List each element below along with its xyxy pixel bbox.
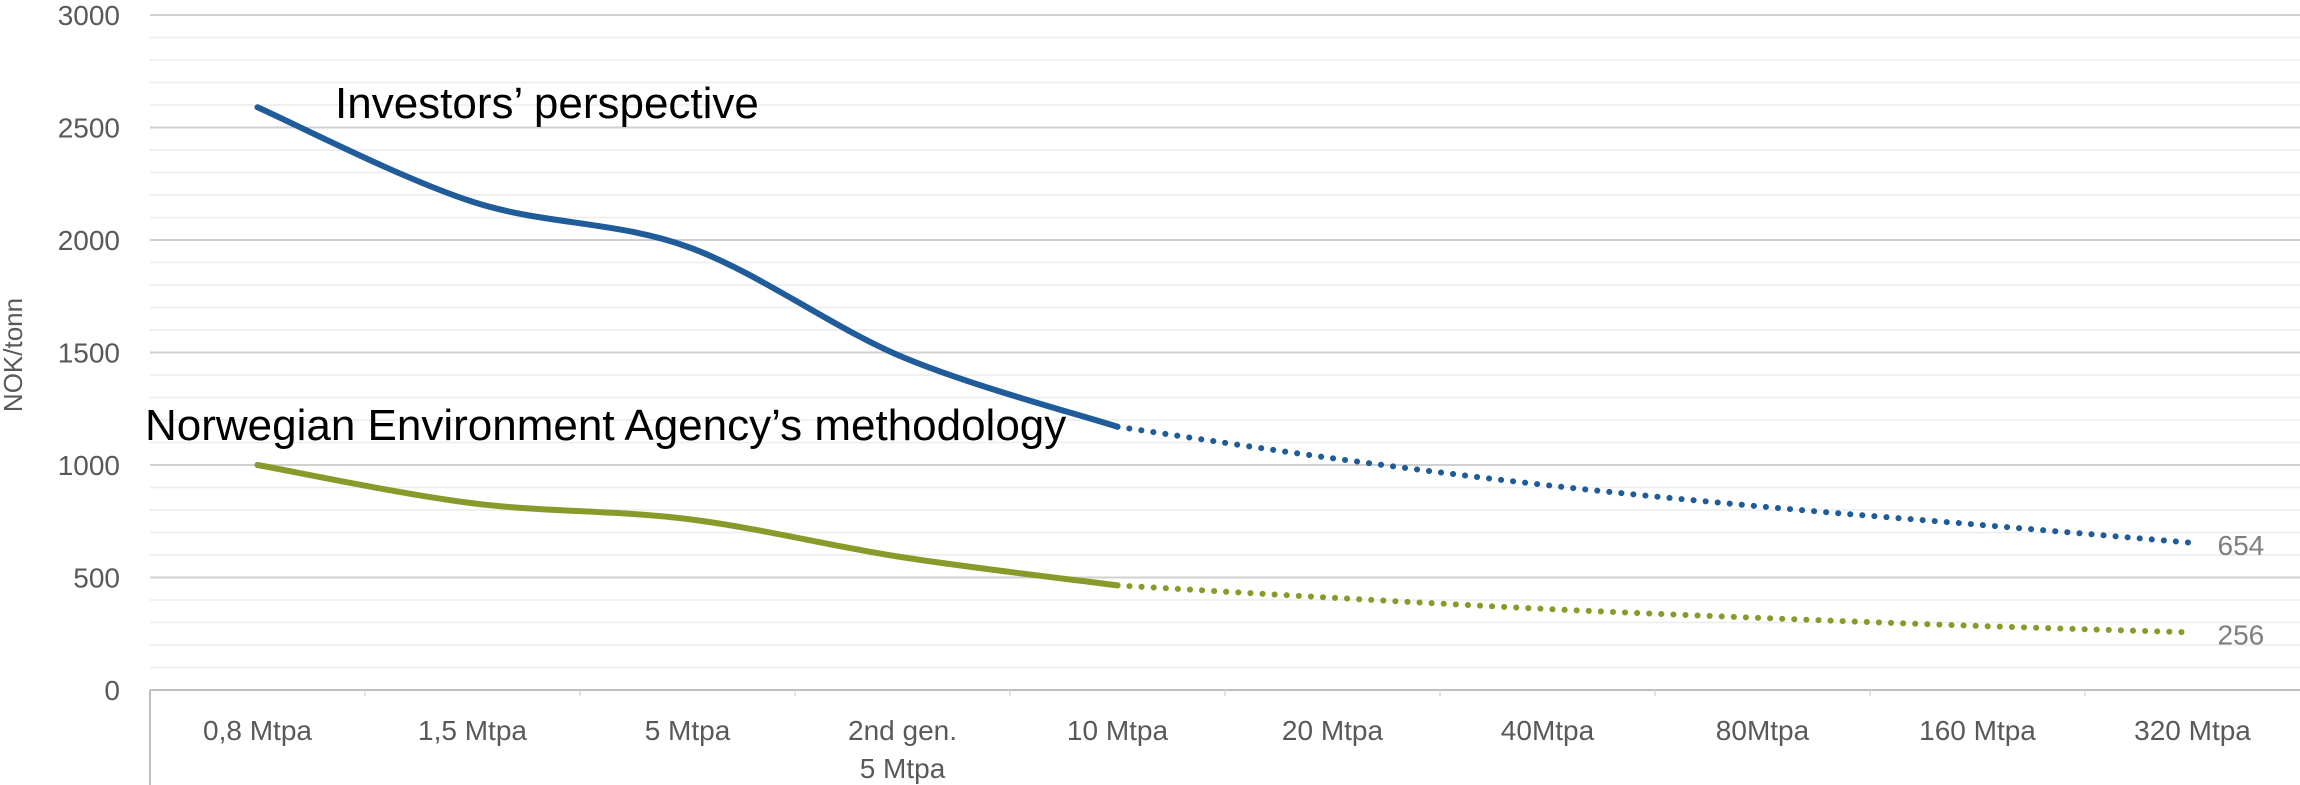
x-tick-label: 0,8 Mtpa	[203, 715, 312, 746]
x-tick-label: 320 Mtpa	[2134, 715, 2251, 746]
y-tick-label: 2000	[58, 225, 120, 256]
y-tick-label: 1000	[58, 450, 120, 481]
x-tick-label: 1,5 Mtpa	[418, 715, 527, 746]
y-axis-label: NOK/tonn	[0, 298, 28, 412]
y-tick-label: 0	[104, 675, 120, 706]
x-tick-label: 160 Mtpa	[1919, 715, 2036, 746]
axes	[149, 689, 2300, 785]
y-tick-labels: 0 500 1000 1500 2000 2500 3000	[58, 0, 120, 706]
series-lines	[254, 104, 2196, 636]
x-tick-labels: 0,8 Mtpa 1,5 Mtpa 5 Mtpa 2nd gen. 5 Mtpa 10 M…	[203, 715, 2251, 784]
x-tick-label: 40Mtpa	[1501, 715, 1595, 746]
end-value-label: 256	[2218, 619, 2265, 650]
y-tick-label: 2500	[58, 113, 120, 144]
series-name-label: Investors’ perspective	[335, 79, 759, 128]
x-tick-label: 20 Mtpa	[1282, 715, 1384, 746]
x-tick-label: 5 Mtpa	[645, 715, 731, 746]
series-name-label: Norwegian Environment Agency’s methodolo…	[145, 401, 1066, 450]
series-line-projection	[1114, 582, 2196, 636]
series-line-solid	[254, 104, 1121, 430]
y-tick-label: 3000	[58, 0, 120, 31]
series-line-solid	[254, 462, 1121, 589]
series-labels: 654 Investors’ perspective 256 Norwegian En…	[145, 79, 2264, 650]
x-tick-label: 80Mtpa	[1716, 715, 1810, 746]
y-tick-label: 1500	[58, 338, 120, 369]
x-tick-label: 10 Mtpa	[1067, 715, 1169, 746]
gridlines	[150, 14, 2300, 669]
y-tick-label: 500	[73, 563, 120, 594]
x-tick-label: 2nd gen. 5 Mtpa	[848, 715, 957, 784]
end-value-label: 654	[2218, 530, 2265, 561]
series-line-projection	[1114, 423, 2196, 546]
